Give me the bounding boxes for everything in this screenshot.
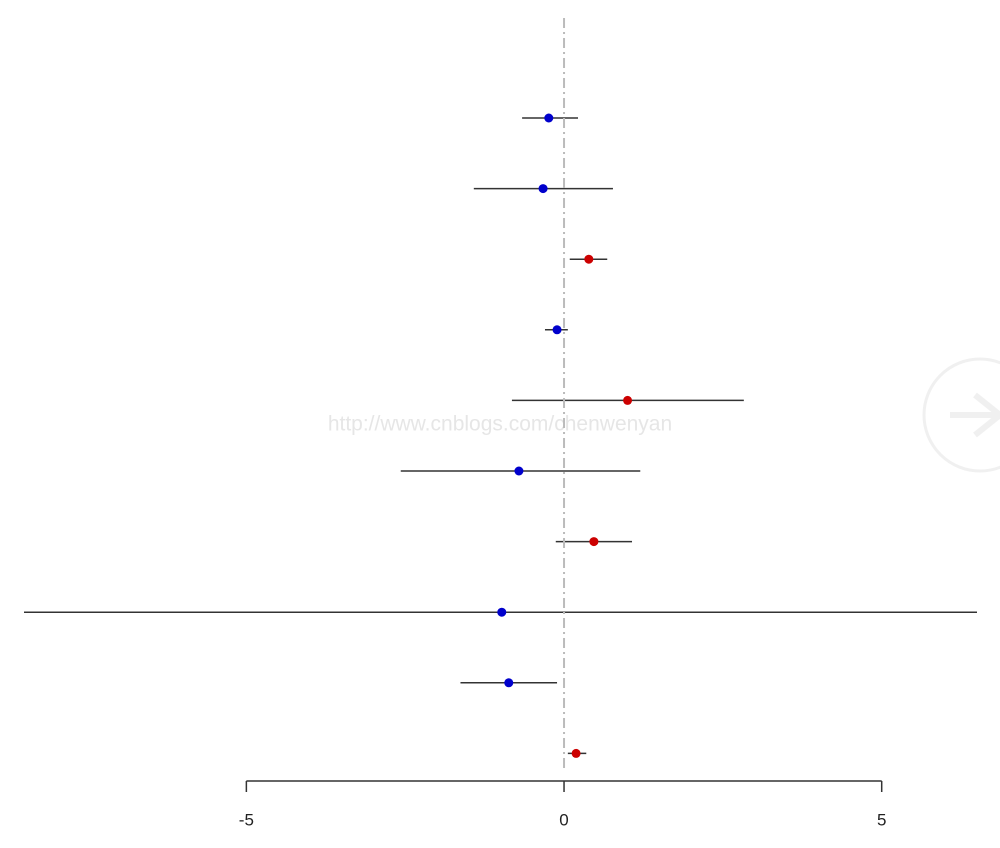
x-tick-label: 0: [559, 810, 568, 829]
point-estimate: [589, 537, 599, 547]
x-tick-label: 5: [877, 810, 886, 829]
point-estimate: [584, 254, 594, 264]
point-estimate: [623, 395, 633, 405]
point-estimate: [514, 466, 524, 476]
point-estimate: [552, 325, 562, 335]
point-estimate: [538, 184, 548, 194]
watermark: http://www.cnblogs.com/chenwenyan: [328, 413, 672, 436]
point-estimate: [497, 607, 507, 617]
point-estimate: [504, 678, 514, 688]
x-tick-label: -5: [239, 810, 254, 829]
point-estimate: [571, 748, 581, 758]
point-estimate: [544, 113, 554, 123]
watermark-icon: [922, 357, 1000, 473]
